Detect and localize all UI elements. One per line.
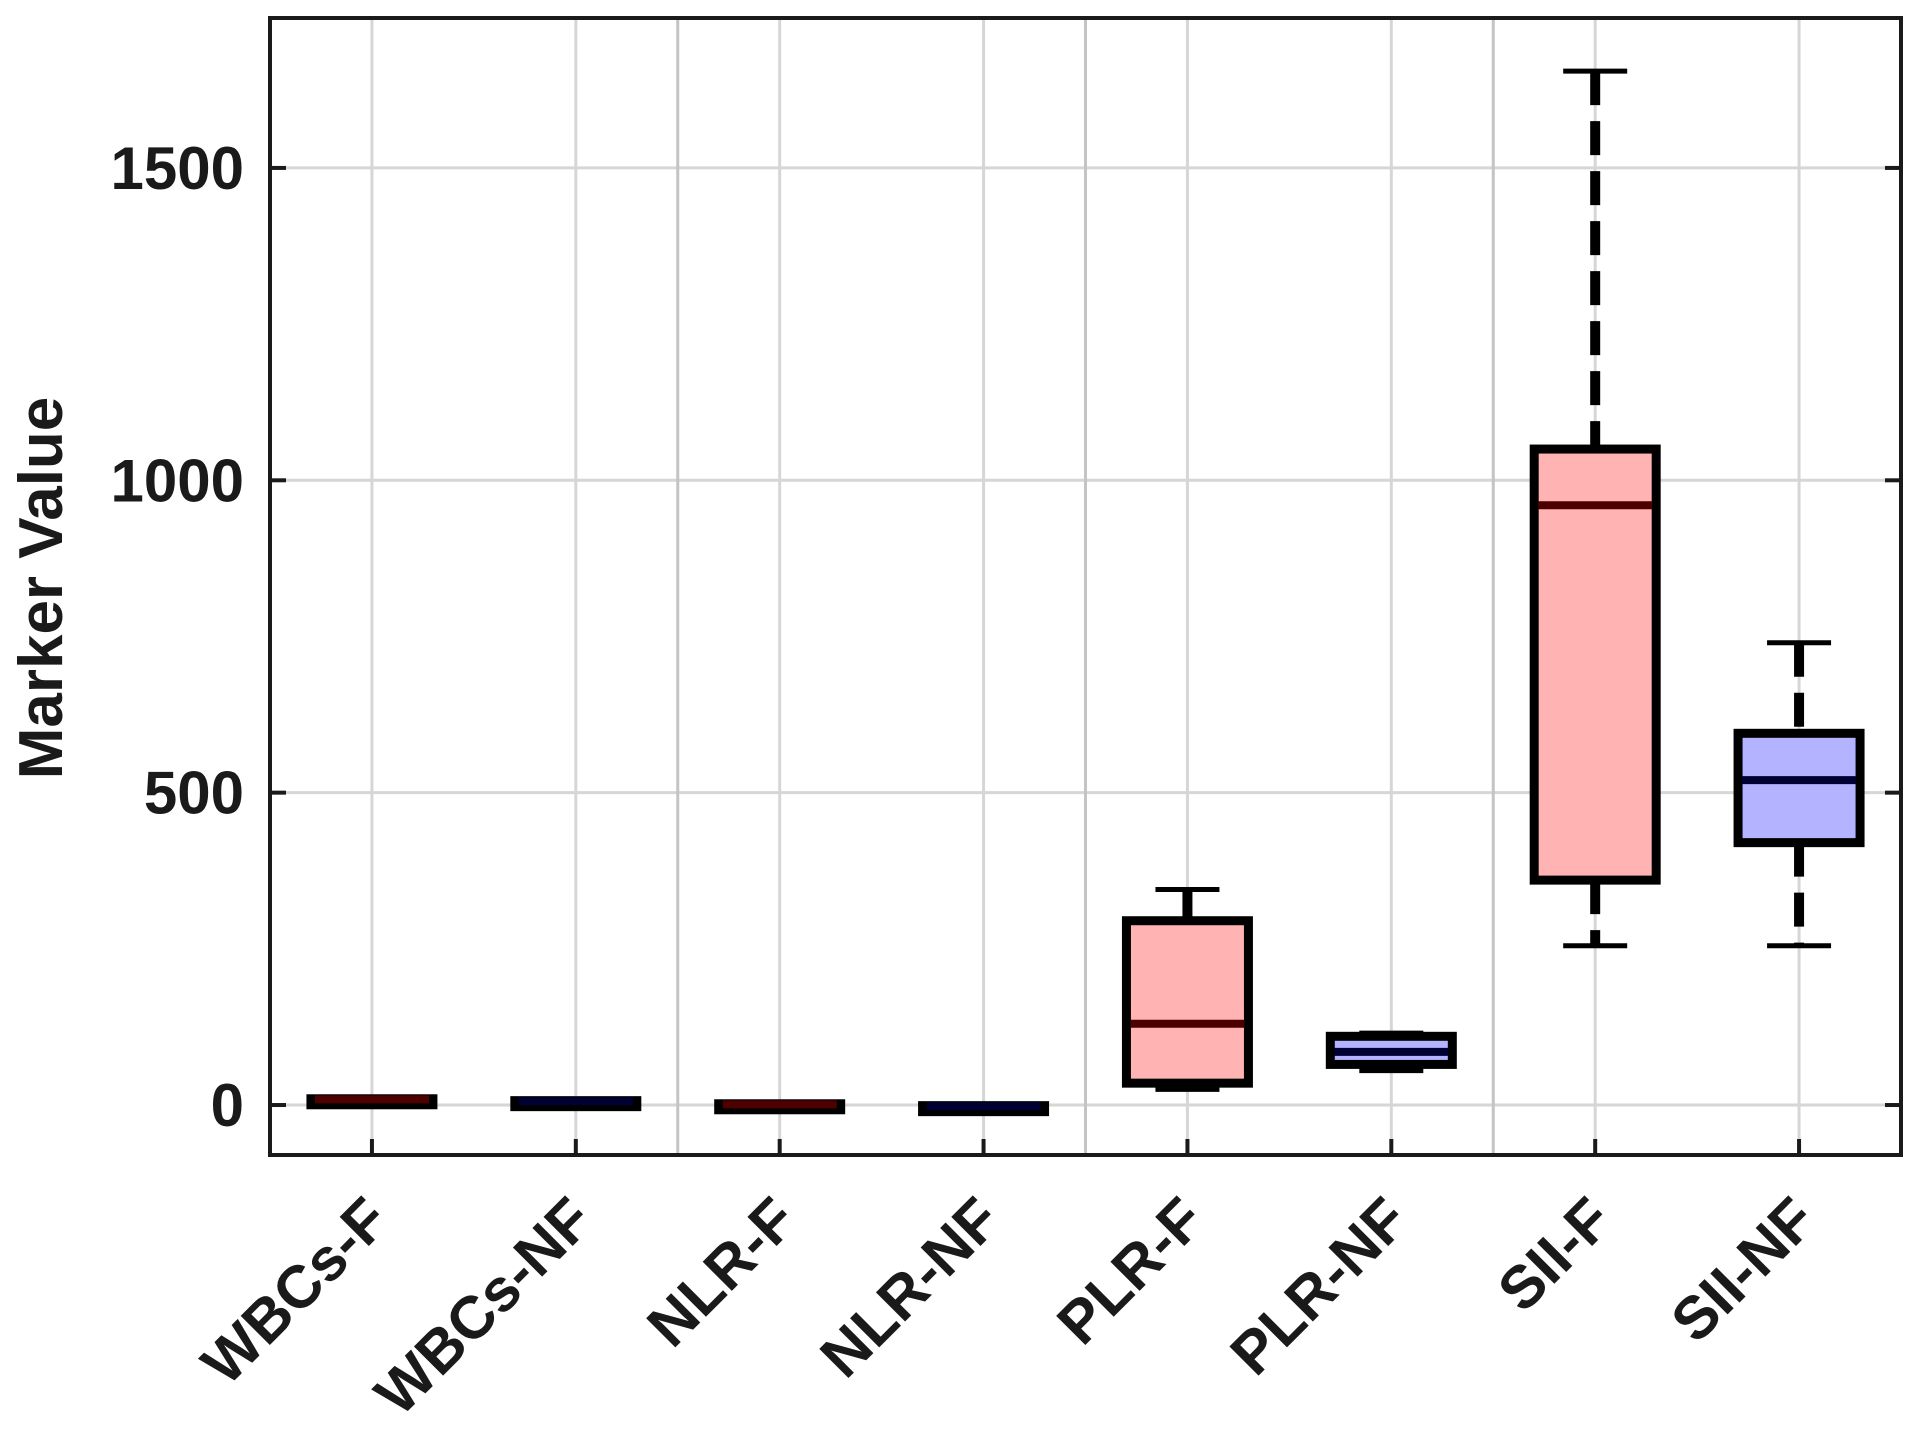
box-sii-nf bbox=[1733, 640, 1865, 949]
y-tick-label: 500 bbox=[144, 760, 244, 827]
box-nlr-f bbox=[714, 1099, 846, 1115]
box-wbcs-nf bbox=[510, 1096, 642, 1112]
box-nlr-nf bbox=[918, 1101, 1050, 1117]
plot-frame bbox=[268, 16, 1903, 1157]
box-plr-nf bbox=[1325, 1030, 1457, 1074]
y-tick-label: 1500 bbox=[111, 135, 244, 202]
box-wbcs-f bbox=[306, 1094, 438, 1110]
y-tick-label: 0 bbox=[211, 1072, 244, 1139]
ticks bbox=[270, 165, 1901, 1155]
box-plr-f bbox=[1121, 886, 1253, 1092]
iqr-box bbox=[1733, 728, 1865, 848]
iqr-box bbox=[1529, 444, 1661, 885]
iqr-box bbox=[1121, 916, 1253, 1088]
box-sii-f bbox=[1529, 68, 1661, 949]
y-tick-label: 1000 bbox=[111, 447, 244, 514]
boxes bbox=[306, 68, 1865, 1117]
y-axis-title: Marker Value bbox=[7, 397, 76, 780]
